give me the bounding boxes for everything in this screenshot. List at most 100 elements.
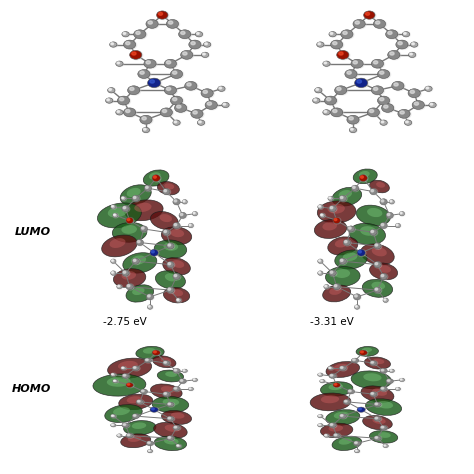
Circle shape <box>110 424 116 427</box>
Circle shape <box>110 414 116 418</box>
Circle shape <box>386 379 393 383</box>
Circle shape <box>370 229 378 236</box>
Circle shape <box>137 400 144 404</box>
Ellipse shape <box>153 356 176 368</box>
Circle shape <box>318 424 323 427</box>
Circle shape <box>371 86 383 95</box>
Circle shape <box>167 417 174 421</box>
Circle shape <box>173 222 180 228</box>
Ellipse shape <box>376 182 385 188</box>
Circle shape <box>343 400 351 404</box>
Circle shape <box>174 274 177 277</box>
Circle shape <box>147 449 153 453</box>
Circle shape <box>360 175 368 182</box>
Circle shape <box>409 89 421 98</box>
Circle shape <box>133 258 140 264</box>
Ellipse shape <box>134 202 152 212</box>
Ellipse shape <box>363 373 382 381</box>
Circle shape <box>378 97 391 105</box>
Circle shape <box>111 424 113 425</box>
Circle shape <box>383 298 388 302</box>
Circle shape <box>396 388 398 389</box>
Ellipse shape <box>125 200 163 221</box>
Circle shape <box>129 50 142 59</box>
Circle shape <box>347 115 359 124</box>
Circle shape <box>168 403 171 405</box>
Circle shape <box>361 176 364 178</box>
Circle shape <box>334 285 337 287</box>
Circle shape <box>370 361 378 365</box>
Circle shape <box>341 30 353 39</box>
Circle shape <box>192 211 198 216</box>
Circle shape <box>340 259 343 261</box>
Circle shape <box>145 60 157 69</box>
Circle shape <box>166 61 171 64</box>
Circle shape <box>329 206 337 212</box>
Circle shape <box>390 370 392 371</box>
Ellipse shape <box>338 190 352 199</box>
Circle shape <box>141 226 148 232</box>
Ellipse shape <box>328 204 345 214</box>
Circle shape <box>117 62 119 64</box>
Circle shape <box>374 436 382 441</box>
Circle shape <box>375 263 378 265</box>
Circle shape <box>390 52 394 55</box>
Circle shape <box>152 408 155 410</box>
Circle shape <box>168 288 171 290</box>
Circle shape <box>180 30 192 39</box>
Circle shape <box>386 30 399 39</box>
Circle shape <box>389 369 394 373</box>
Ellipse shape <box>332 436 362 450</box>
Circle shape <box>323 61 330 66</box>
Circle shape <box>123 271 126 273</box>
Circle shape <box>148 450 153 453</box>
Circle shape <box>174 224 177 226</box>
Circle shape <box>334 383 337 385</box>
Circle shape <box>390 200 395 204</box>
Circle shape <box>179 30 191 39</box>
Ellipse shape <box>333 364 348 371</box>
Ellipse shape <box>361 386 394 402</box>
Circle shape <box>413 101 425 110</box>
Circle shape <box>142 227 144 229</box>
Circle shape <box>130 51 143 60</box>
Circle shape <box>381 387 384 389</box>
Ellipse shape <box>93 374 146 396</box>
Circle shape <box>182 200 188 204</box>
Circle shape <box>371 230 374 233</box>
Circle shape <box>167 436 174 440</box>
Circle shape <box>121 366 126 370</box>
Ellipse shape <box>329 287 342 295</box>
Circle shape <box>124 41 137 49</box>
Circle shape <box>207 102 211 105</box>
Circle shape <box>330 108 343 117</box>
Circle shape <box>143 128 150 133</box>
Circle shape <box>122 206 130 212</box>
Circle shape <box>110 259 116 264</box>
Circle shape <box>354 294 361 300</box>
Circle shape <box>329 270 337 276</box>
Circle shape <box>320 213 325 218</box>
Circle shape <box>410 53 412 55</box>
Ellipse shape <box>362 279 392 297</box>
Circle shape <box>398 42 402 45</box>
Circle shape <box>320 380 326 383</box>
Circle shape <box>387 213 394 219</box>
Circle shape <box>402 32 410 37</box>
Ellipse shape <box>328 383 343 390</box>
Ellipse shape <box>310 393 351 411</box>
Ellipse shape <box>314 219 347 238</box>
Circle shape <box>146 186 148 188</box>
Circle shape <box>167 243 174 249</box>
Circle shape <box>124 40 136 49</box>
Circle shape <box>132 366 139 371</box>
Circle shape <box>380 98 384 101</box>
Circle shape <box>348 390 351 392</box>
Circle shape <box>201 52 209 57</box>
Circle shape <box>334 434 337 436</box>
Circle shape <box>374 19 386 28</box>
Circle shape <box>174 369 177 371</box>
Circle shape <box>111 43 113 45</box>
Circle shape <box>331 109 344 117</box>
Ellipse shape <box>334 412 349 419</box>
